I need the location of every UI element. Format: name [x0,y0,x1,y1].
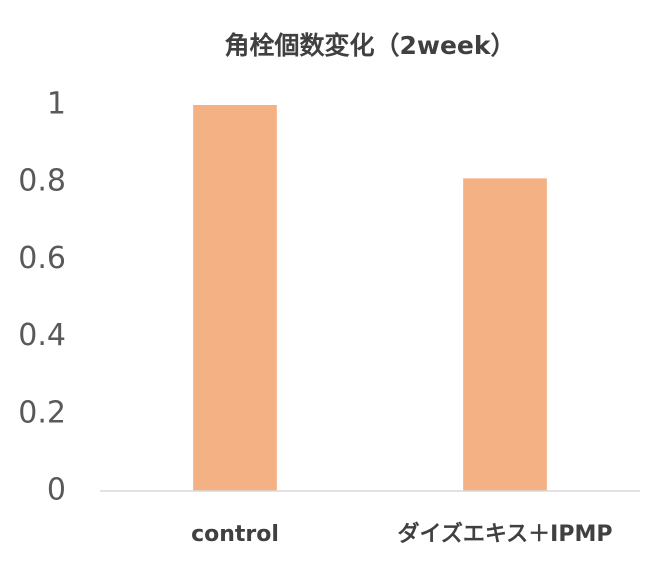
chart-title: 角栓個数変化（2week） [224,31,515,60]
x-tick-label: control [191,522,279,547]
y-tick-label: 0.2 [18,395,66,430]
y-tick-label: 0.8 [18,164,66,199]
y-tick-label: 0.6 [18,241,66,276]
bar [463,178,547,491]
y-tick-label: 1 [47,87,66,122]
y-tick-label: 0.4 [18,318,66,353]
bar [193,105,277,491]
y-tick-label: 0 [47,473,66,508]
x-tick-label: ダイズエキス＋IPMP [397,521,612,547]
